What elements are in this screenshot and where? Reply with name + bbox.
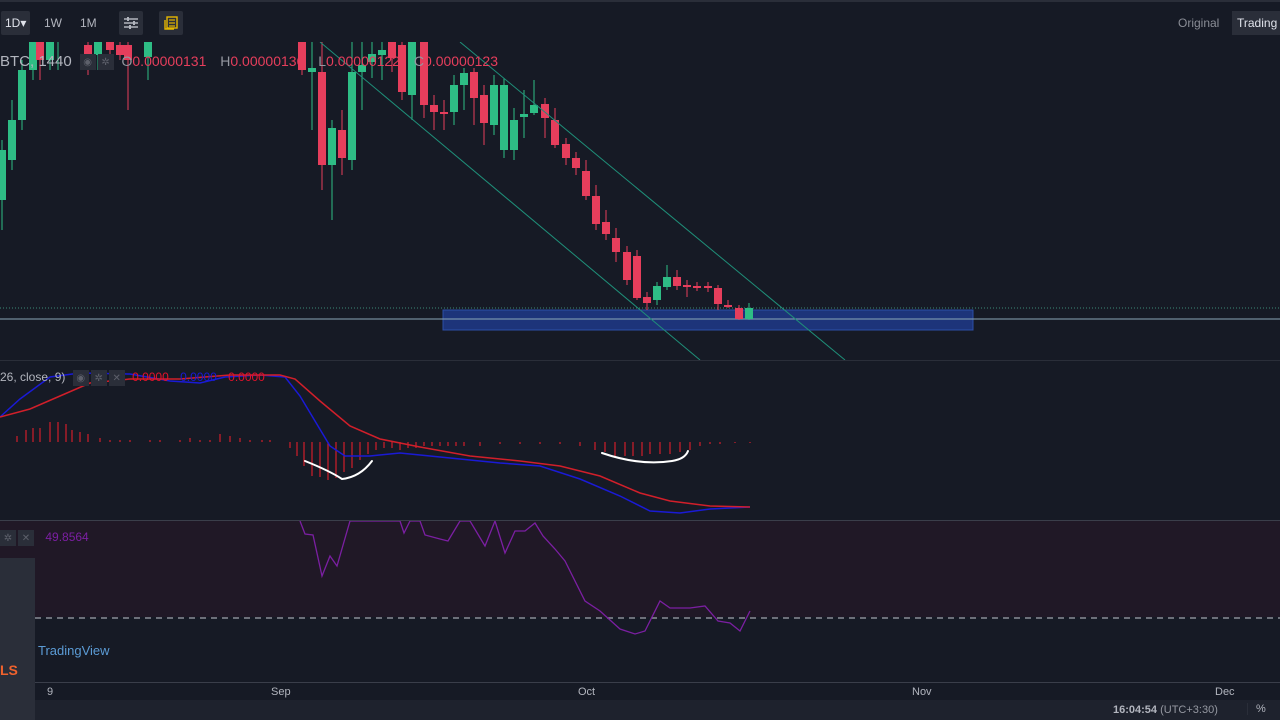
clock-time: 16:04:54 [1113,704,1158,716]
gear-icon[interactable]: ✲ [90,370,107,386]
candlestick-chart [0,42,1280,360]
price-chart-pane[interactable]: BTC, 1440 ◉ ✲ O0.00000131 H0.00000136 L0… [0,42,1280,360]
close-value: 0.00000123 [424,53,498,69]
open-value: 0.00000131 [132,53,207,69]
rsi-band [0,521,1280,617]
symbol-label: BTC, 1440 [0,53,72,70]
clock-timezone: (UTC+3:30) [1160,704,1218,716]
macd-pane[interactable]: 26, close, 9) ◉ ✲ ✕ 0.0000 0.0000 0.0000 [0,360,1280,520]
macd-line-value: 0.0000 [180,370,217,385]
low-value: 0.00000122 [326,53,400,69]
rsi-legend: ✲ ✕ 49.8564 [0,530,89,546]
macd-legend: 26, close, 9) ◉ ✲ ✕ 0.0000 0.0000 0.0000 [0,370,265,386]
view-trading-button[interactable]: Trading [1232,11,1280,35]
high-label: H [220,53,231,69]
tick-label: Nov [912,686,932,698]
low-label: L [318,53,327,69]
ohlc-legend: BTC, 1440 ◉ ✲ O0.00000131 H0.00000136 L0… [0,53,508,71]
time-axis[interactable]: 9 Sep Oct Nov Dec [35,682,1280,700]
tick-label: Sep [271,686,291,698]
side-text: LS [0,662,18,678]
notes-icon [164,16,178,30]
timeframe-1w-button[interactable]: 1W [44,16,62,30]
close-icon[interactable]: ✕ [18,530,34,546]
gear-icon[interactable]: ✲ [97,54,114,71]
percent-scale-button[interactable]: % [1247,703,1266,715]
open-label: O [121,53,133,69]
notes-button[interactable] [159,11,183,35]
side-panel [0,558,35,720]
sliders-icon [124,17,138,29]
gear-icon[interactable]: ✲ [0,530,16,546]
rsi-value: 49.8564 [45,530,89,545]
indicators-settings-button[interactable] [119,11,143,35]
rsi-chart [35,521,1280,635]
high-value: 0.00000136 [230,53,305,69]
close-icon[interactable]: ✕ [108,370,125,386]
timeframe-1d-button[interactable]: 1D▾ [1,11,31,35]
macd-signal-value: 0.0000 [228,370,265,385]
top-toolbar: 1D▾ 1W 1M Original Trading [0,0,1280,42]
close-label: C [413,53,425,69]
timeframe-1m-button[interactable]: 1M [80,16,97,30]
rsi-pane[interactable]: ✲ ✕ 49.8564 [0,520,1280,682]
clock[interactable]: 16:04:54 (UTC+3:30) [1113,704,1218,716]
eye-icon[interactable]: ◉ [72,370,89,386]
tick-label: Oct [578,686,596,698]
tradingview-watermark[interactable]: TradingView [38,643,110,658]
macd-params: 26, close, 9) [0,370,66,385]
macd-hist-value: 0.0000 [132,370,169,385]
view-original-button[interactable]: Original [1178,16,1220,30]
eye-icon[interactable]: ◉ [79,54,96,71]
tick-label: 9 [47,686,54,698]
tick-label: Dec [1215,686,1235,698]
status-bar: 16:04:54 (UTC+3:30) % [35,700,1280,720]
